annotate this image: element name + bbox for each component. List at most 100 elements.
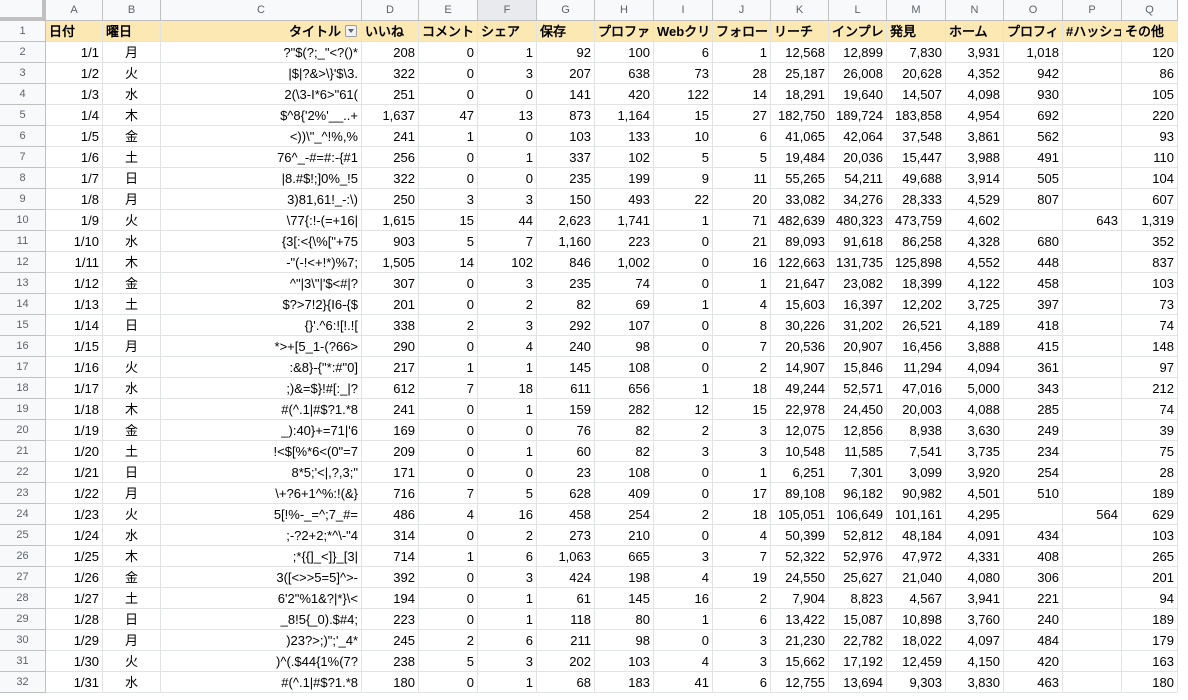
table-cell[interactable]: 3 [713, 651, 771, 672]
table-cell[interactable]: 424 [537, 567, 595, 588]
table-cell[interactable]: 3,630 [946, 420, 1004, 441]
table-cell[interactable]: 7,541 [887, 441, 946, 462]
row-number[interactable]: 27 [0, 567, 46, 588]
table-cell[interactable]: 3)81,61!_-:\) [161, 189, 362, 210]
table-cell[interactable]: 92 [537, 42, 595, 63]
table-cell[interactable]: 22 [654, 189, 713, 210]
table-cell[interactable]: 6 [713, 609, 771, 630]
table-cell[interactable]: 水 [103, 378, 161, 399]
header-cell[interactable]: タイトル [161, 21, 362, 42]
table-cell[interactable]: 15,087 [829, 609, 887, 630]
table-cell[interactable]: 60 [537, 441, 595, 462]
table-cell[interactable]: 0 [654, 357, 713, 378]
table-cell[interactable]: 169 [362, 420, 419, 441]
table-cell[interactable]: 20,036 [829, 147, 887, 168]
table-cell[interactable]: 0 [419, 525, 478, 546]
table-cell[interactable]: 82 [537, 294, 595, 315]
table-cell[interactable]: 2 [654, 504, 713, 525]
table-cell[interactable]: 4,602 [946, 210, 1004, 231]
table-cell[interactable] [1063, 483, 1122, 504]
table-cell[interactable]: 105 [1122, 84, 1178, 105]
table-cell[interactable]: 89,108 [771, 483, 829, 504]
table-cell[interactable]: 3,099 [887, 462, 946, 483]
table-cell[interactable]: 1/17 [46, 378, 103, 399]
table-cell[interactable]: 18 [713, 504, 771, 525]
table-cell[interactable]: \+?6+1^%:!(&} [161, 483, 362, 504]
table-cell[interactable]: 458 [537, 504, 595, 525]
header-cell[interactable]: #ハッシュ [1063, 21, 1122, 42]
row-number[interactable]: 6 [0, 126, 46, 147]
table-cell[interactable]: 52,976 [829, 546, 887, 567]
table-cell[interactable]: 3,830 [946, 672, 1004, 693]
table-cell[interactable]: 0 [478, 168, 537, 189]
table-cell[interactable]: 510 [1004, 483, 1063, 504]
table-cell[interactable]: 131,735 [829, 252, 887, 273]
row-number[interactable]: 2 [0, 42, 46, 63]
table-cell[interactable]: 0 [419, 609, 478, 630]
table-cell[interactable]: 金 [103, 273, 161, 294]
table-cell[interactable]: 903 [362, 231, 419, 252]
table-cell[interactable]: 2 [478, 294, 537, 315]
table-cell[interactable]: 207 [537, 63, 595, 84]
table-cell[interactable]: 22,978 [771, 399, 829, 420]
table-cell[interactable]: 12,568 [771, 42, 829, 63]
table-cell[interactable]: 3 [478, 567, 537, 588]
table-cell[interactable]: 23,082 [829, 273, 887, 294]
table-cell[interactable]: 18,399 [887, 273, 946, 294]
header-cell[interactable]: プロファ [595, 21, 654, 42]
table-cell[interactable] [1063, 147, 1122, 168]
row-number[interactable]: 22 [0, 462, 46, 483]
header-cell[interactable]: インプレ [829, 21, 887, 42]
table-cell[interactable]: 337 [537, 147, 595, 168]
table-cell[interactable]: 89,093 [771, 231, 829, 252]
table-cell[interactable]: 14,507 [887, 84, 946, 105]
table-cell[interactable]: 日 [103, 609, 161, 630]
table-cell[interactable]: 2 [478, 525, 537, 546]
table-cell[interactable]: 5 [713, 147, 771, 168]
table-cell[interactable]: 19,640 [829, 84, 887, 105]
row-number[interactable]: 18 [0, 378, 46, 399]
table-cell[interactable]: 199 [595, 168, 654, 189]
table-cell[interactable]: 26,521 [887, 315, 946, 336]
table-cell[interactable]: 1 [713, 462, 771, 483]
table-cell[interactable]: 183 [595, 672, 654, 693]
header-cell[interactable]: 曜日 [103, 21, 161, 42]
table-cell[interactable]: 7,904 [771, 588, 829, 609]
table-cell[interactable]: 141 [537, 84, 595, 105]
table-cell[interactable]: 2 [713, 357, 771, 378]
table-cell[interactable]: 6,251 [771, 462, 829, 483]
table-cell[interactable]: 金 [103, 567, 161, 588]
table-cell[interactable]: 611 [537, 378, 595, 399]
table-cell[interactable]: 409 [595, 483, 654, 504]
table-cell[interactable]: 7,301 [829, 462, 887, 483]
table-cell[interactable]: 0 [419, 420, 478, 441]
table-cell[interactable]: 692 [1004, 105, 1063, 126]
table-cell[interactable]: 90,982 [887, 483, 946, 504]
table-cell[interactable]: 4,091 [946, 525, 1004, 546]
table-cell[interactable]: 0 [654, 525, 713, 546]
table-cell[interactable]: 14,907 [771, 357, 829, 378]
table-cell[interactable]: 3 [478, 189, 537, 210]
table-cell[interactable]: 14 [713, 84, 771, 105]
table-cell[interactable]: 47 [419, 105, 478, 126]
column-header-g[interactable]: G [537, 0, 595, 21]
table-cell[interactable]: 月 [103, 336, 161, 357]
table-cell[interactable]: )23?>;)";'_4* [161, 630, 362, 651]
table-cell[interactable]: 100 [595, 42, 654, 63]
table-cell[interactable]: 486 [362, 504, 419, 525]
table-cell[interactable]: 3,861 [946, 126, 1004, 147]
table-cell[interactable]: 15,846 [829, 357, 887, 378]
table-cell[interactable]: 3 [654, 441, 713, 462]
table-cell[interactable]: 1/8 [46, 189, 103, 210]
table-cell[interactable]: 1/6 [46, 147, 103, 168]
table-cell[interactable]: 52,322 [771, 546, 829, 567]
table-cell[interactable]: 30,226 [771, 315, 829, 336]
table-cell[interactable]: 338 [362, 315, 419, 336]
table-cell[interactable]: 15,447 [887, 147, 946, 168]
table-cell[interactable]: 1 [419, 546, 478, 567]
table-cell[interactable]: 3 [478, 273, 537, 294]
table-cell[interactable]: 223 [595, 231, 654, 252]
table-cell[interactable]: 93 [1122, 126, 1178, 147]
table-cell[interactable]: 1/9 [46, 210, 103, 231]
table-cell[interactable]: 22,782 [829, 630, 887, 651]
